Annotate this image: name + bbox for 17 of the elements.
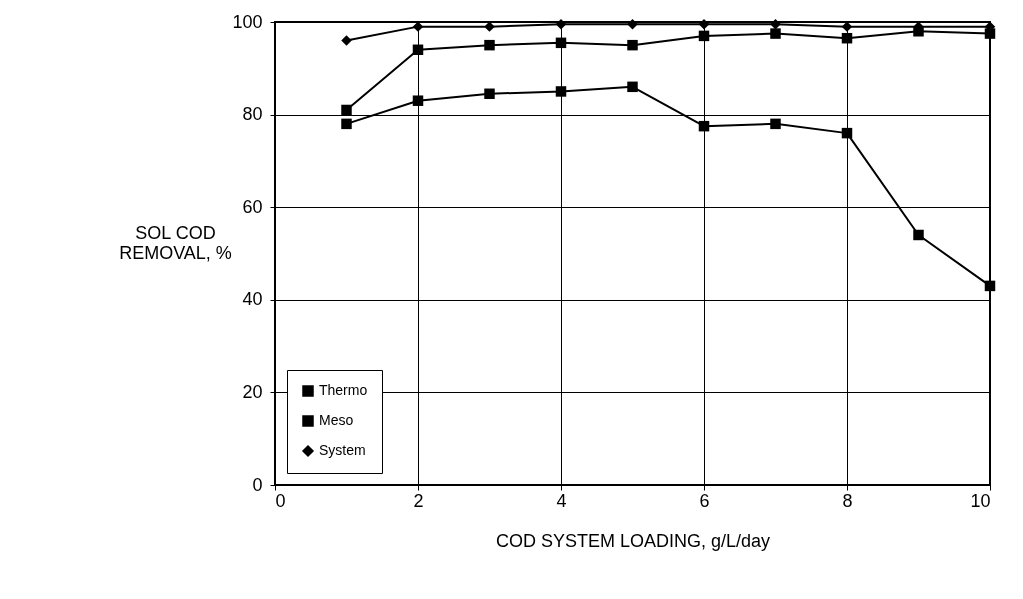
y-tick-label: 80: [242, 104, 263, 125]
x-tick-label: 10: [970, 490, 991, 511]
y-tick-label: 20: [242, 381, 263, 402]
y-tick-label: 0: [252, 474, 263, 495]
x-tick-label: 6: [699, 490, 710, 511]
x-axis-title: COD SYSTEM LOADING, g/L/day: [495, 530, 771, 551]
x-tick-label: 8: [842, 490, 853, 511]
y-tick-label: 100: [232, 11, 263, 32]
x-tick-label: 0: [275, 490, 286, 511]
legend-label: System: [319, 442, 366, 458]
y-tick-label: 60: [242, 196, 263, 217]
y-axis-title: SOL COD REMOVAL, %: [119, 222, 232, 263]
x-tick-label: 2: [413, 490, 424, 511]
legend-label: Meso: [319, 412, 354, 428]
legend-label: Thermo: [319, 382, 368, 398]
y-tick-label: 40: [242, 289, 263, 310]
x-tick-label: 4: [556, 490, 567, 511]
